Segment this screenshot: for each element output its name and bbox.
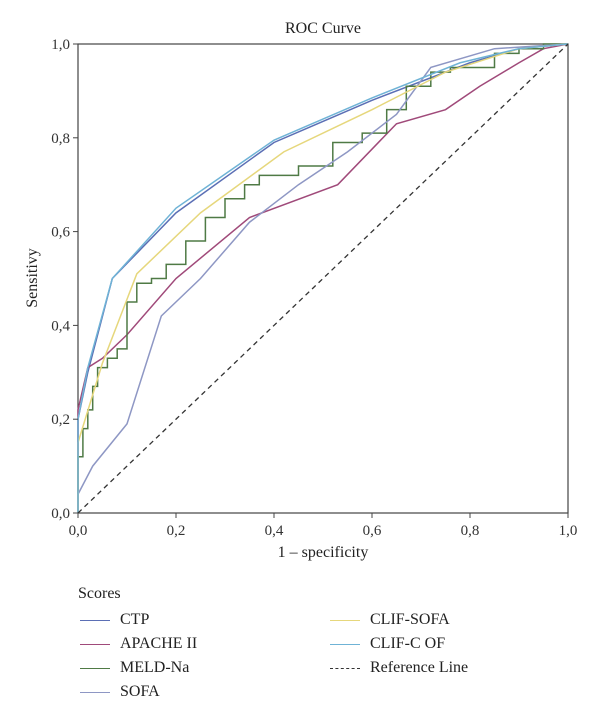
x-tick-label: 0,6 xyxy=(363,523,382,539)
legend-swatch-clif-c-of xyxy=(330,643,360,645)
x-tick-label: 0,4 xyxy=(265,523,284,539)
legend-item-clif-c-of: CLIF-C OF xyxy=(330,633,445,655)
legend-item-reference-line: Reference Line xyxy=(330,657,468,679)
y-tick-label: 0,8 xyxy=(51,131,70,147)
legend-title: Scores xyxy=(78,585,121,602)
legend-swatch-apache-ii xyxy=(80,643,110,645)
legend-label-clif-c-of: CLIF-C OF xyxy=(370,635,446,652)
x-axis-title: 1 – specificity xyxy=(278,544,369,561)
chart-title: ROC Curve xyxy=(285,20,361,37)
x-tick-label: 0,8 xyxy=(461,523,480,539)
legend-label-apache-ii: APACHE II xyxy=(120,635,198,652)
legend-item-meld-na: MELD-Na xyxy=(80,657,189,679)
legend-label-sofa: SOFA xyxy=(120,683,160,700)
legend-label-meld-na: MELD-Na xyxy=(120,659,190,676)
y-tick-label: 0,2 xyxy=(51,412,70,428)
x-tick-label: 0,2 xyxy=(167,523,186,539)
legend-label-ctp: CTP xyxy=(120,611,150,628)
legend-item-clif-sofa: CLIF-SOFA xyxy=(330,609,450,631)
x-axis: 0,0 0,2 0,4 0,6 0,8 1,0 xyxy=(69,513,578,539)
legend-swatch-ctp xyxy=(80,619,110,621)
y-axis: 0,0 0,2 0,4 0,6 0,8 1,0 xyxy=(51,37,78,522)
y-tick-label: 0,6 xyxy=(51,225,70,241)
legend-item-apache-ii: APACHE II xyxy=(80,633,197,655)
legend-swatch-clif-sofa xyxy=(330,619,360,621)
series-line-meld-na xyxy=(77,43,568,513)
legend-swatch-reference-line xyxy=(330,667,360,669)
series-line-apache-ii xyxy=(77,43,569,513)
y-tick-label: 0,0 xyxy=(51,506,70,522)
series-line-clif-sofa xyxy=(77,43,569,513)
legend-item-sofa: SOFA xyxy=(80,681,160,703)
legend-swatch-sofa xyxy=(80,691,110,693)
curves-group xyxy=(77,43,569,514)
series-line-clif-c-of xyxy=(77,43,569,513)
y-tick-label: 1,0 xyxy=(51,37,70,53)
series-line-sofa xyxy=(77,43,569,513)
x-tick-label: 1,0 xyxy=(559,523,578,539)
legend-swatch-meld-na xyxy=(80,667,110,669)
legend-item-ctp: CTP xyxy=(80,609,149,631)
legend-label-reference-line: Reference Line xyxy=(370,659,469,676)
legend-label-clif-sofa: CLIF-SOFA xyxy=(370,611,450,628)
y-tick-label: 0,4 xyxy=(51,318,70,334)
plot-frame xyxy=(77,43,569,514)
legend: Scores CTP APACHE II MELD-Na SOFA CLIF-S… xyxy=(78,585,558,715)
x-tick-label: 0,0 xyxy=(69,523,88,539)
y-axis-title: Sensitivy xyxy=(24,248,41,308)
